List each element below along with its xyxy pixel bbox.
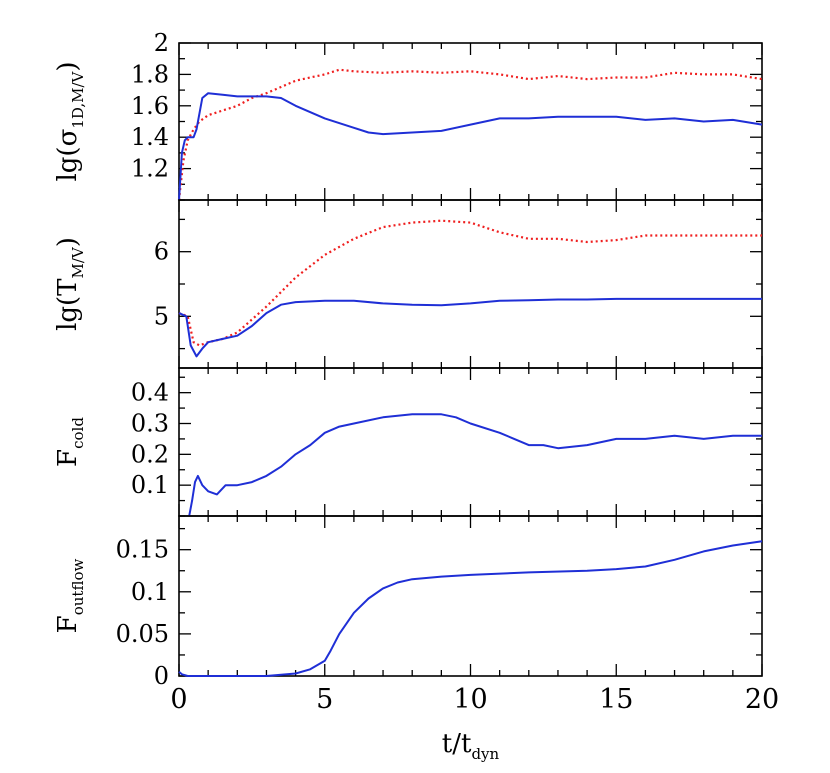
series-line-mass-weighted (178, 219, 762, 347)
y-tick-label: 1.8 (131, 60, 169, 88)
y-axis-label: Fcold (53, 417, 87, 467)
x-tick-label: 10 (453, 684, 487, 715)
y-axis-label: lg(σ1D,M/V) (53, 61, 87, 181)
x-axis: 0 5 10 15 20 t/tdyn (170, 684, 779, 763)
x-axis-label: t/tdyn (442, 729, 500, 763)
y-tick-label: 2 (154, 29, 169, 57)
panel-cold-fraction: 0.1 0.20.3 0.4 Fcold (53, 367, 763, 517)
panel-frame (178, 367, 763, 517)
x-tick-label: 15 (599, 684, 633, 715)
y-tick-label: 1.2 (131, 155, 169, 183)
y-tick-label: 0.3 (131, 410, 169, 438)
panel-outflow-fraction: 0 0.05 0.1 0.15 Foutflow (53, 515, 763, 690)
panel-sigma: 1.2 1.4 1.6 1.8 2 lg(σ1D,M/V) (53, 29, 763, 201)
x-tick-label: 20 (745, 684, 779, 715)
y-axis-label: lg(TM/V) (53, 237, 87, 331)
y-tick-label: 1.6 (131, 92, 169, 120)
y-tick-label: 6 (154, 238, 169, 266)
y-tick-label: 0.4 (131, 379, 169, 407)
series-line-volume-weighted (178, 297, 762, 358)
y-tick-label: 0.2 (131, 440, 169, 468)
y-tick-label: 1.4 (131, 123, 169, 151)
panel-frame (178, 515, 763, 677)
series-line-volume-weighted (178, 92, 763, 201)
series-line-outflow-fraction (178, 540, 763, 677)
panel-temperature: 5 6 lg(TM/V) (53, 199, 763, 369)
y-tick-label: 5 (154, 302, 169, 330)
y-tick-label: 0.1 (131, 578, 169, 606)
x-tick-label: 0 (170, 684, 187, 715)
panel-frame (178, 42, 763, 201)
panel-frame (178, 199, 763, 369)
y-tick-label: 0.15 (116, 536, 169, 564)
y-tick-label: 0.1 (131, 471, 169, 499)
y-tick-label: 0.05 (116, 620, 169, 648)
x-tick-label: 5 (316, 684, 333, 715)
series-line-mass-weighted (177, 68, 763, 201)
y-tick-label: 0 (154, 662, 169, 690)
y-axis-label: Foutflow (53, 559, 87, 634)
series-line-cold-fraction (188, 413, 762, 517)
